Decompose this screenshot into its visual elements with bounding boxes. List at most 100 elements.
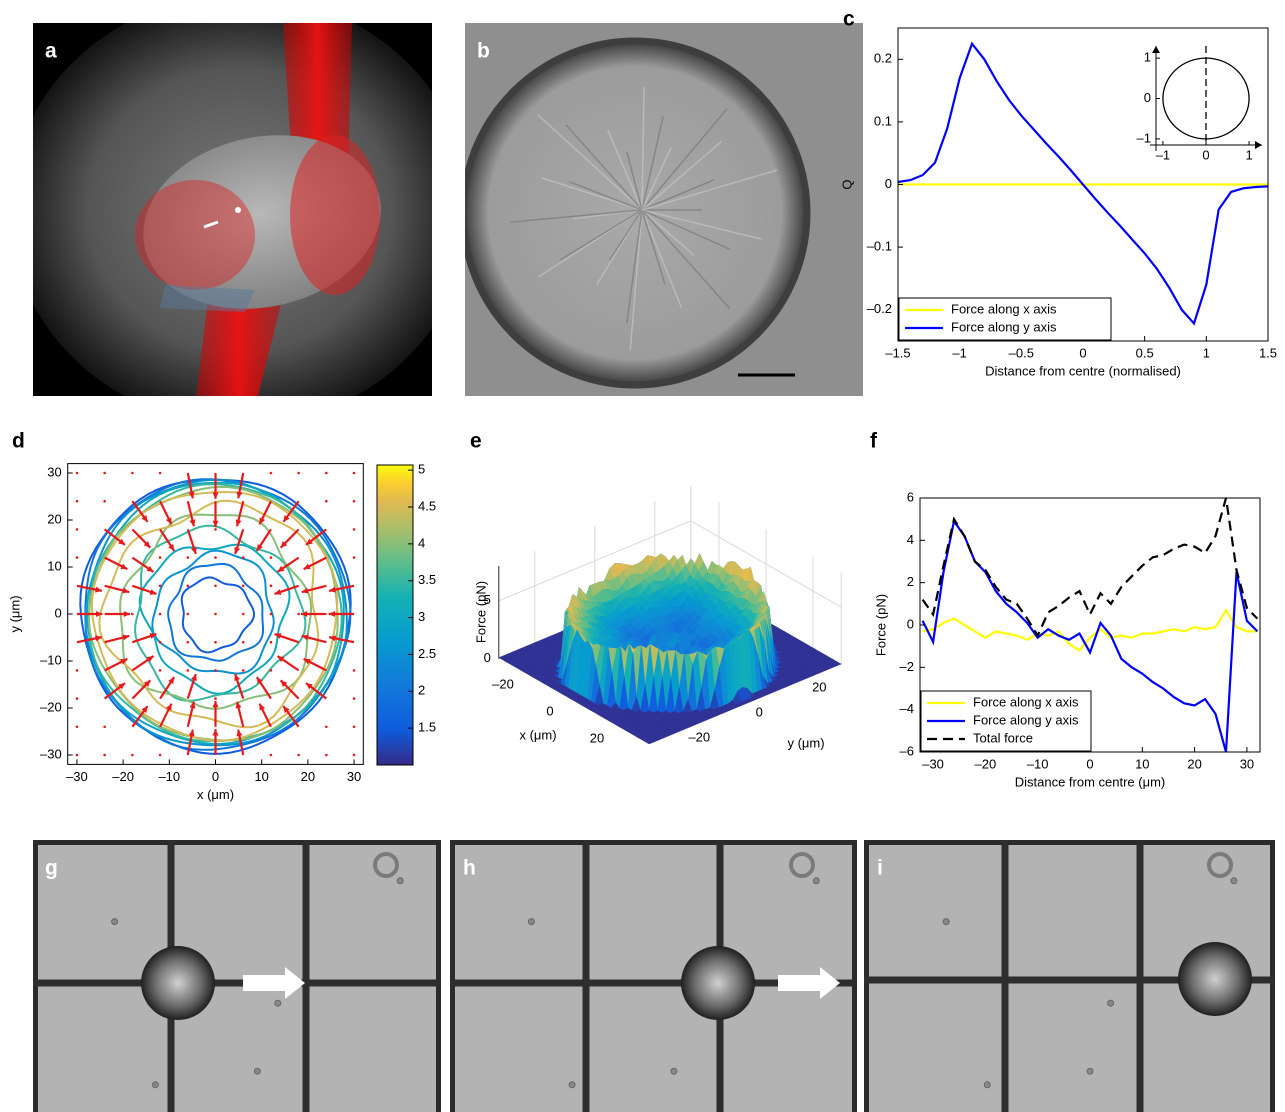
cell [681,946,755,1020]
particle [275,1000,281,1006]
x-tick-label: 20 [1187,756,1201,771]
inset-arrowhead [1255,141,1262,149]
cell-red-overlay [135,180,255,290]
force-arrow-dot [76,528,79,531]
y-tick-label: 6 [907,489,914,504]
particle [254,1068,260,1074]
x-axis-label: Distance from centre (μm) [1015,774,1166,789]
force-arrowhead [234,674,240,681]
inset-arrowhead [1152,46,1160,53]
figure: abcdefghi–1.5–1–0.500.511.5–0.2–0.100.10… [0,0,1285,1112]
force-arrow-dot [76,669,79,672]
y-tick-label: 0 [54,605,61,620]
image-background [33,840,441,1112]
force-arrow-dot [353,472,356,475]
x-tick-label: –0.5 [1009,345,1034,360]
legend-label: Force along x axis [951,301,1057,316]
inset-y-tick-label: 1 [1144,50,1151,65]
x-tick-label: –1.5 [885,345,910,360]
force-arrow-dot [214,613,217,616]
x-tick-label: –10 [158,769,180,784]
force-arrowhead [275,589,282,595]
particle [152,1082,158,1088]
y-tick-label: 30 [47,464,61,479]
x-axis-label: x (μm) [519,727,556,742]
force-arrow-dot [270,754,273,757]
panel-label: i [877,857,883,880]
force-arrow-dot [297,754,300,757]
force-arrow-dot [325,754,328,757]
y-tick-label: 20 [812,680,826,695]
y-tick-label: 0 [907,616,914,631]
force-arrow-dot [103,500,106,503]
force-arrow-dot [76,697,79,700]
force-arrow-dot [186,585,189,588]
force-arrow-dot [159,641,162,644]
x-tick-label: –1 [952,345,966,360]
force-arrowhead [150,589,157,595]
force-arrow-dot [270,585,273,588]
colorbar-tick-label: 3 [418,609,425,624]
y-tick-label: 2 [907,574,914,589]
colorbar-tick-label: 1.5 [418,720,436,735]
y-tick-label: –10 [40,652,62,667]
force-arrow-dot [270,472,273,475]
image-panel [450,840,857,1112]
force-arrow-dot [325,726,328,729]
force-arrow-dot [214,641,217,644]
force-arrow-dot [159,472,162,475]
force-arrow-dot [353,754,356,757]
force-arrow-dot [242,641,245,644]
force-arrow-dot [186,641,189,644]
force-arrow-dot [242,556,245,559]
force-arrow-dot [131,613,134,616]
y-tick-label: –0.2 [867,301,892,316]
panel-label: h [463,857,476,880]
colorbar-tick-label: 2.5 [418,646,436,661]
force-arrow-dot [297,472,300,475]
force-arrow-dot [103,754,106,757]
force-arrow-dot [353,556,356,559]
inset-y-tick-label: 0 [1144,90,1151,105]
force-arrow-dot [270,641,273,644]
force-arrow-dot [214,697,217,700]
force-arrow-dot [270,669,273,672]
colorbar-tick-label: 3.5 [418,572,436,587]
x-tick-label: 1 [1203,345,1210,360]
y-tick-label: 0.1 [874,113,892,128]
y-tick-label: –4 [900,701,914,716]
panel-label: b [477,40,490,63]
panel-label: c [843,8,855,31]
y-tick-label: 20 [47,511,61,526]
force-arrow-dot [159,669,162,672]
force-arrowhead [212,493,218,499]
x-tick-label: –30 [66,769,88,784]
force-arrow-dot [214,669,217,672]
y-axis-label: y (μm) [787,735,824,750]
force-arrowhead [234,547,240,554]
force-arrow-dot [353,697,356,700]
cell-image [463,41,807,385]
x-tick-label: 10 [254,769,268,784]
force-arrow-dot [159,613,162,616]
x-tick-label: –20 [112,769,134,784]
x-axis-label: x (μm) [197,787,234,802]
colorbar-tick-label: 4.5 [418,498,436,513]
line-series [923,610,1258,650]
force-arrow-dot [76,472,79,475]
panel-label: f [870,430,878,453]
colorbar-tick-label: 2 [418,683,425,698]
y-axis-label: y (μm) [7,595,22,632]
force-arrow-dot [214,528,217,531]
force-arrow-dot [353,528,356,531]
force-arrow-dot [159,754,162,757]
panel-label: a [45,40,57,63]
particle [813,878,819,884]
legend-label: Force along y axis [951,319,1057,334]
force-arrow-dot [270,556,273,559]
y-tick-label: –20 [40,699,62,714]
particle [1087,1068,1093,1074]
y-tick-label: –20 [688,730,710,745]
force-arrowhead [329,611,335,617]
colorbar [377,465,413,765]
